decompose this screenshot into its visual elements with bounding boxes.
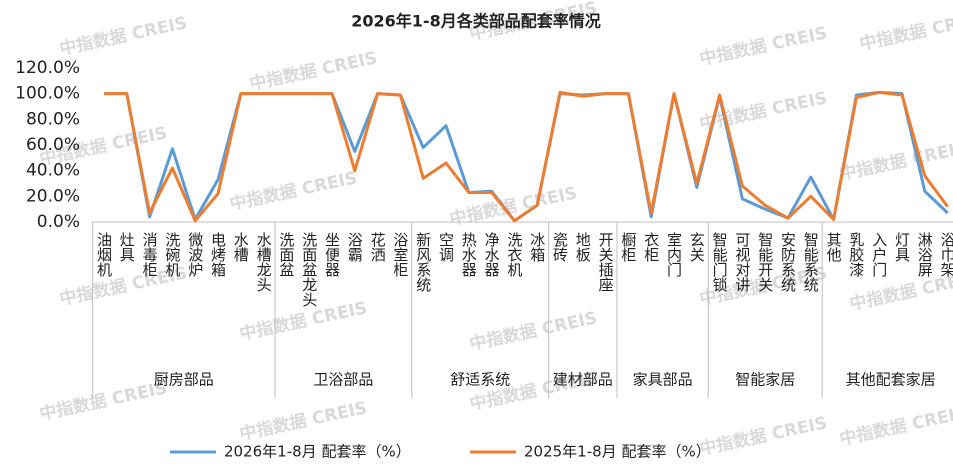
- x-tick-label: 智能系统: [802, 231, 820, 293]
- x-tick-label: 开关插座: [597, 232, 615, 292]
- x-tick-label: 消毒柜: [141, 232, 159, 277]
- group-label: 其他配套家居: [846, 371, 936, 389]
- watermark: 中指数据 CREIS: [838, 402, 953, 450]
- x-tick-label: 空调: [437, 232, 455, 263]
- x-tick-label: 浴霸: [346, 232, 364, 262]
- x-tick-label: 电烤箱: [209, 232, 227, 277]
- legend-label: 2026年1-8月 配套率（%）: [224, 443, 411, 461]
- x-tick-label: 热水器: [460, 232, 478, 277]
- x-tick-label: 安防系统: [779, 232, 797, 293]
- watermark: 中指数据 CREIS: [468, 307, 599, 355]
- x-tick-label: 淋浴屏: [916, 232, 934, 277]
- x-tick-label: 浴巾架: [939, 232, 953, 277]
- x-tick-label: 智能门锁: [711, 231, 729, 292]
- x-tick-label: 橱柜: [619, 232, 637, 262]
- group-label: 厨房部品: [154, 371, 214, 389]
- x-tick-label: 智能开关: [756, 231, 774, 292]
- x-tick-label: 冰箱: [528, 232, 546, 262]
- x-tick-label: 洗碗机: [163, 232, 181, 278]
- series-line: [104, 90, 949, 223]
- watermark: 中指数据 CREIS: [838, 137, 953, 185]
- x-tick-label: 地板: [574, 232, 592, 262]
- watermark: 中指数据 CREIS: [698, 22, 829, 70]
- x-tick-label: 衣柜: [642, 232, 660, 262]
- group-label: 舒适系统: [450, 371, 510, 389]
- y-tick-label: 20.0%: [26, 186, 80, 206]
- watermark: 中指数据 CREIS: [858, 7, 953, 55]
- group-label: 家具部品: [633, 371, 693, 389]
- group-label: 卫浴部品: [313, 371, 373, 389]
- y-tick-label: 80.0%: [26, 109, 80, 129]
- x-tick-label: 乳胶漆: [847, 232, 865, 277]
- watermark: 中指数据 CREIS: [698, 412, 829, 460]
- y-tick-label: 100.0%: [15, 84, 80, 104]
- x-tick-label: 其他: [825, 232, 843, 263]
- y-tick-label: 0.0%: [37, 212, 80, 232]
- x-tick-label: 新风系统: [414, 232, 432, 293]
- watermark: 中指数据 CREIS: [58, 12, 189, 60]
- x-tick-label: 洗面盆: [277, 232, 295, 277]
- legend-label: 2025年1-8月 配套率（%）: [524, 443, 711, 461]
- x-tick-label: 可视对讲: [733, 232, 751, 292]
- x-tick-label: 洗面盆龙头: [300, 232, 318, 307]
- x-tick-label: 微波炉: [186, 232, 204, 277]
- x-tick-label: 玄关: [688, 232, 706, 262]
- watermark: 中指数据 CREIS: [238, 397, 369, 445]
- x-tick-label: 灯具: [893, 232, 911, 262]
- y-tick-label: 40.0%: [26, 161, 80, 181]
- x-tick-label: 灶具: [118, 232, 136, 262]
- x-tick-label: 水槽龙头: [255, 232, 273, 292]
- x-tick-label: 净水器: [483, 232, 501, 277]
- group-label: 智能家居: [735, 371, 795, 389]
- x-tick-label: 坐便器: [323, 232, 341, 277]
- x-tick-label: 油烟机: [95, 232, 113, 278]
- x-tick-label: 花洒: [369, 232, 387, 262]
- watermark: 中指数据 CREIS: [38, 377, 169, 425]
- x-tick-label: 入户门: [870, 232, 888, 278]
- x-tick-label: 浴室柜: [391, 232, 409, 277]
- y-tick-label: 120.0%: [15, 58, 80, 78]
- group-label: 建材部品: [553, 371, 613, 389]
- chart-title: 2026年1-8月各类部品配套率情况: [351, 12, 600, 31]
- y-tick-label: 60.0%: [26, 135, 80, 155]
- watermark: 中指数据 CREIS: [228, 167, 359, 215]
- x-tick-label: 洗衣机: [505, 232, 523, 278]
- x-tick-label: 水槽: [232, 232, 250, 262]
- watermark: 中指数据 CREIS: [248, 47, 379, 95]
- x-tick-label: 室内门: [665, 232, 683, 278]
- x-tick-label: 瓷砖: [551, 232, 569, 262]
